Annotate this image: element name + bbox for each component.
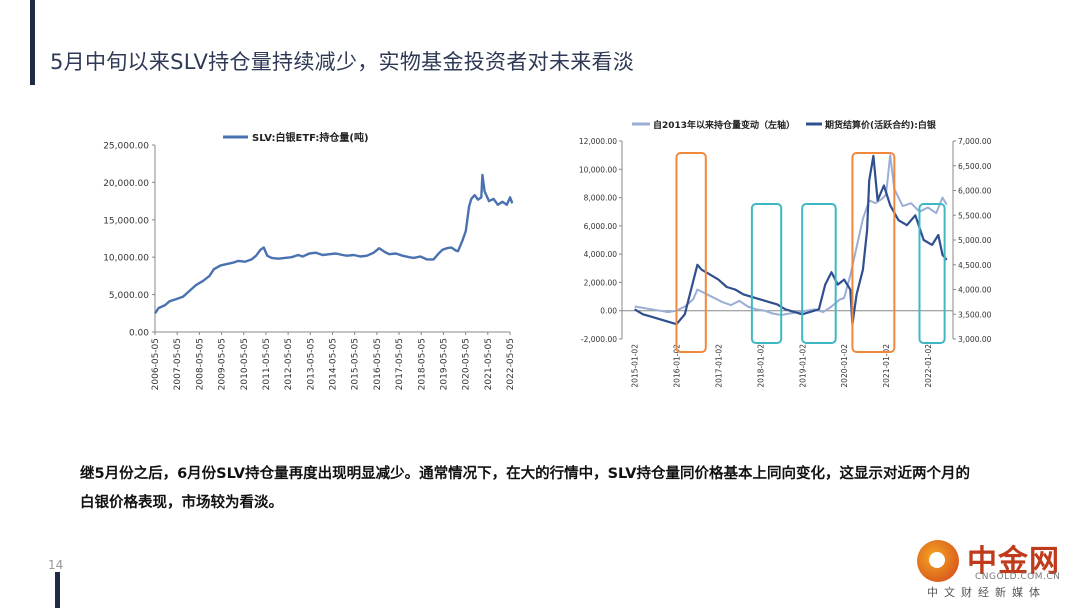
series-line-slv-holdings — [154, 173, 514, 314]
x-tick-label: 2008-05-05 — [195, 338, 205, 390]
watermark-logo: 中金网 CNGOLD.COM.CN 中文财经新媒体 — [915, 530, 1075, 608]
x-tick-label: 2010-05-05 — [240, 338, 250, 390]
slv-holdings-svg: SLV:白银ETF:持仓量(吨) 0.00 5,000.00 10,000.00 15,… — [103, 131, 516, 390]
logo-tagline: 中文财经新媒体 — [927, 586, 1046, 599]
legend: SLV:白银ETF:持仓量(吨) — [223, 131, 369, 144]
slide-body-text: 继5月份之后，6月份SLV持仓量再度出现明显减少。通常情况下，在大的行情中，SL… — [80, 466, 970, 511]
legend-label: 期货结算价(活跃合约):白银 — [825, 119, 937, 131]
x-tick-label: 2017-01-02 — [714, 344, 723, 388]
slide-title: 5月中旬以来SLV持仓量持续减少，实物基金投资者对未来看淡 — [50, 50, 635, 74]
y-left-tick-label: 8,000.00 — [584, 194, 618, 203]
x-tick-label: 2019-01-02 — [798, 344, 807, 388]
legend-label: SLV:白银ETF:持仓量(吨) — [252, 131, 369, 144]
x-tick-label: 2009-05-05 — [218, 338, 228, 390]
highlight-box-teal — [918, 203, 946, 344]
series-line-silver-price — [634, 154, 948, 326]
x-tick-label: 2021-05-05 — [484, 338, 494, 390]
y-right-tick-label: 4,000.00 — [958, 286, 992, 295]
x-tick-label: 2016-05-05 — [373, 338, 383, 390]
logo-domain: CNGOLD.COM.CN — [975, 572, 1061, 582]
y-right-tick-label: 3,000.00 — [958, 335, 992, 344]
x-tick-label: 2011-05-05 — [262, 338, 272, 390]
x-tick-label: 2019-05-05 — [439, 338, 449, 390]
x-tick-label: 2013-05-05 — [306, 338, 316, 390]
x-tick-label: 2017-05-05 — [395, 338, 405, 390]
accent-bar-bottom — [55, 572, 60, 608]
chart-slv-holdings: SLV:白银ETF:持仓量(吨) 0.00 5,000.00 10,000.00 15,… — [90, 125, 530, 410]
x-tick-label: 2022-01-02 — [924, 344, 933, 388]
y-tick-label: 20,000.00 — [103, 179, 149, 189]
y-right-tick-label: 3,500.00 — [958, 310, 992, 319]
logo-name: 中金网 — [967, 544, 1060, 579]
x-tick-label: 2007-05-05 — [173, 338, 183, 390]
highlight-box-orange — [851, 152, 896, 353]
chart-holding-change-vs-price: 自2013年以来持仓量变动（左轴） 期货结算价(活跃合约):白银 -2,000.00… — [570, 113, 1010, 403]
legend: 自2013年以来持仓量变动（左轴） 期货结算价(活跃合约):白银 — [632, 119, 937, 131]
y-right-tick-label: 7,000.00 — [958, 137, 992, 146]
y-tick-label: 10,000.00 — [103, 254, 149, 264]
x-tick-label: 2012-05-05 — [284, 338, 294, 390]
x-tick-label: 2020-01-02 — [840, 344, 849, 388]
y-right-tick-label: 5,000.00 — [958, 236, 992, 245]
y-left-tick-label: 0.00 — [600, 307, 617, 316]
x-tick-label: 2018-05-05 — [417, 338, 427, 390]
x-tick-label: 2020-05-05 — [462, 338, 472, 390]
page-number: 14 — [48, 558, 64, 572]
x-tick-label: 2021-01-02 — [882, 344, 891, 388]
legend-label: 自2013年以来持仓量变动（左轴） — [653, 119, 795, 131]
series-line-holding-change — [634, 154, 948, 316]
holding-change-price-svg: 自2013年以来持仓量变动（左轴） 期货结算价(活跃合约):白银 -2,000.00… — [579, 119, 992, 388]
y-right-tick-label: 6,000.00 — [958, 187, 992, 196]
y-tick-label: 5,000.00 — [109, 291, 149, 301]
accent-bar-top — [30, 0, 35, 85]
x-tick-label: 2016-01-02 — [673, 344, 682, 388]
y-tick-label: 25,000.00 — [103, 142, 149, 152]
highlight-box-teal — [801, 203, 837, 344]
highlight-box-orange — [675, 152, 707, 353]
y-right-tick-label: 6,500.00 — [958, 162, 992, 171]
x-tick-label: 2015-01-02 — [631, 344, 640, 388]
highlight-box-teal — [750, 203, 783, 344]
y-left-tick-label: 10,000.00 — [579, 165, 617, 174]
y-left-tick-label: 6,000.00 — [584, 222, 618, 231]
x-tick-label: 2018-01-02 — [756, 344, 765, 388]
y-right-tick-label: 4,500.00 — [958, 261, 992, 270]
x-tick-label: 2022-05-05 — [506, 338, 516, 390]
y-tick-label: 15,000.00 — [103, 216, 149, 226]
x-tick-label: 2014-05-05 — [329, 338, 339, 390]
x-tick-label: 2015-05-05 — [351, 338, 361, 390]
y-left-tick-label: 2,000.00 — [584, 278, 618, 287]
y-left-tick-label: 4,000.00 — [584, 250, 618, 259]
y-tick-label: 0.00 — [129, 329, 149, 339]
x-tick-label: 2006-05-05 — [151, 338, 161, 390]
y-left-tick-label: -2,000.00 — [581, 335, 617, 344]
y-right-tick-label: 5,500.00 — [958, 211, 992, 220]
y-left-tick-label: 12,000.00 — [579, 137, 617, 146]
logo-circle-icon — [917, 540, 959, 582]
